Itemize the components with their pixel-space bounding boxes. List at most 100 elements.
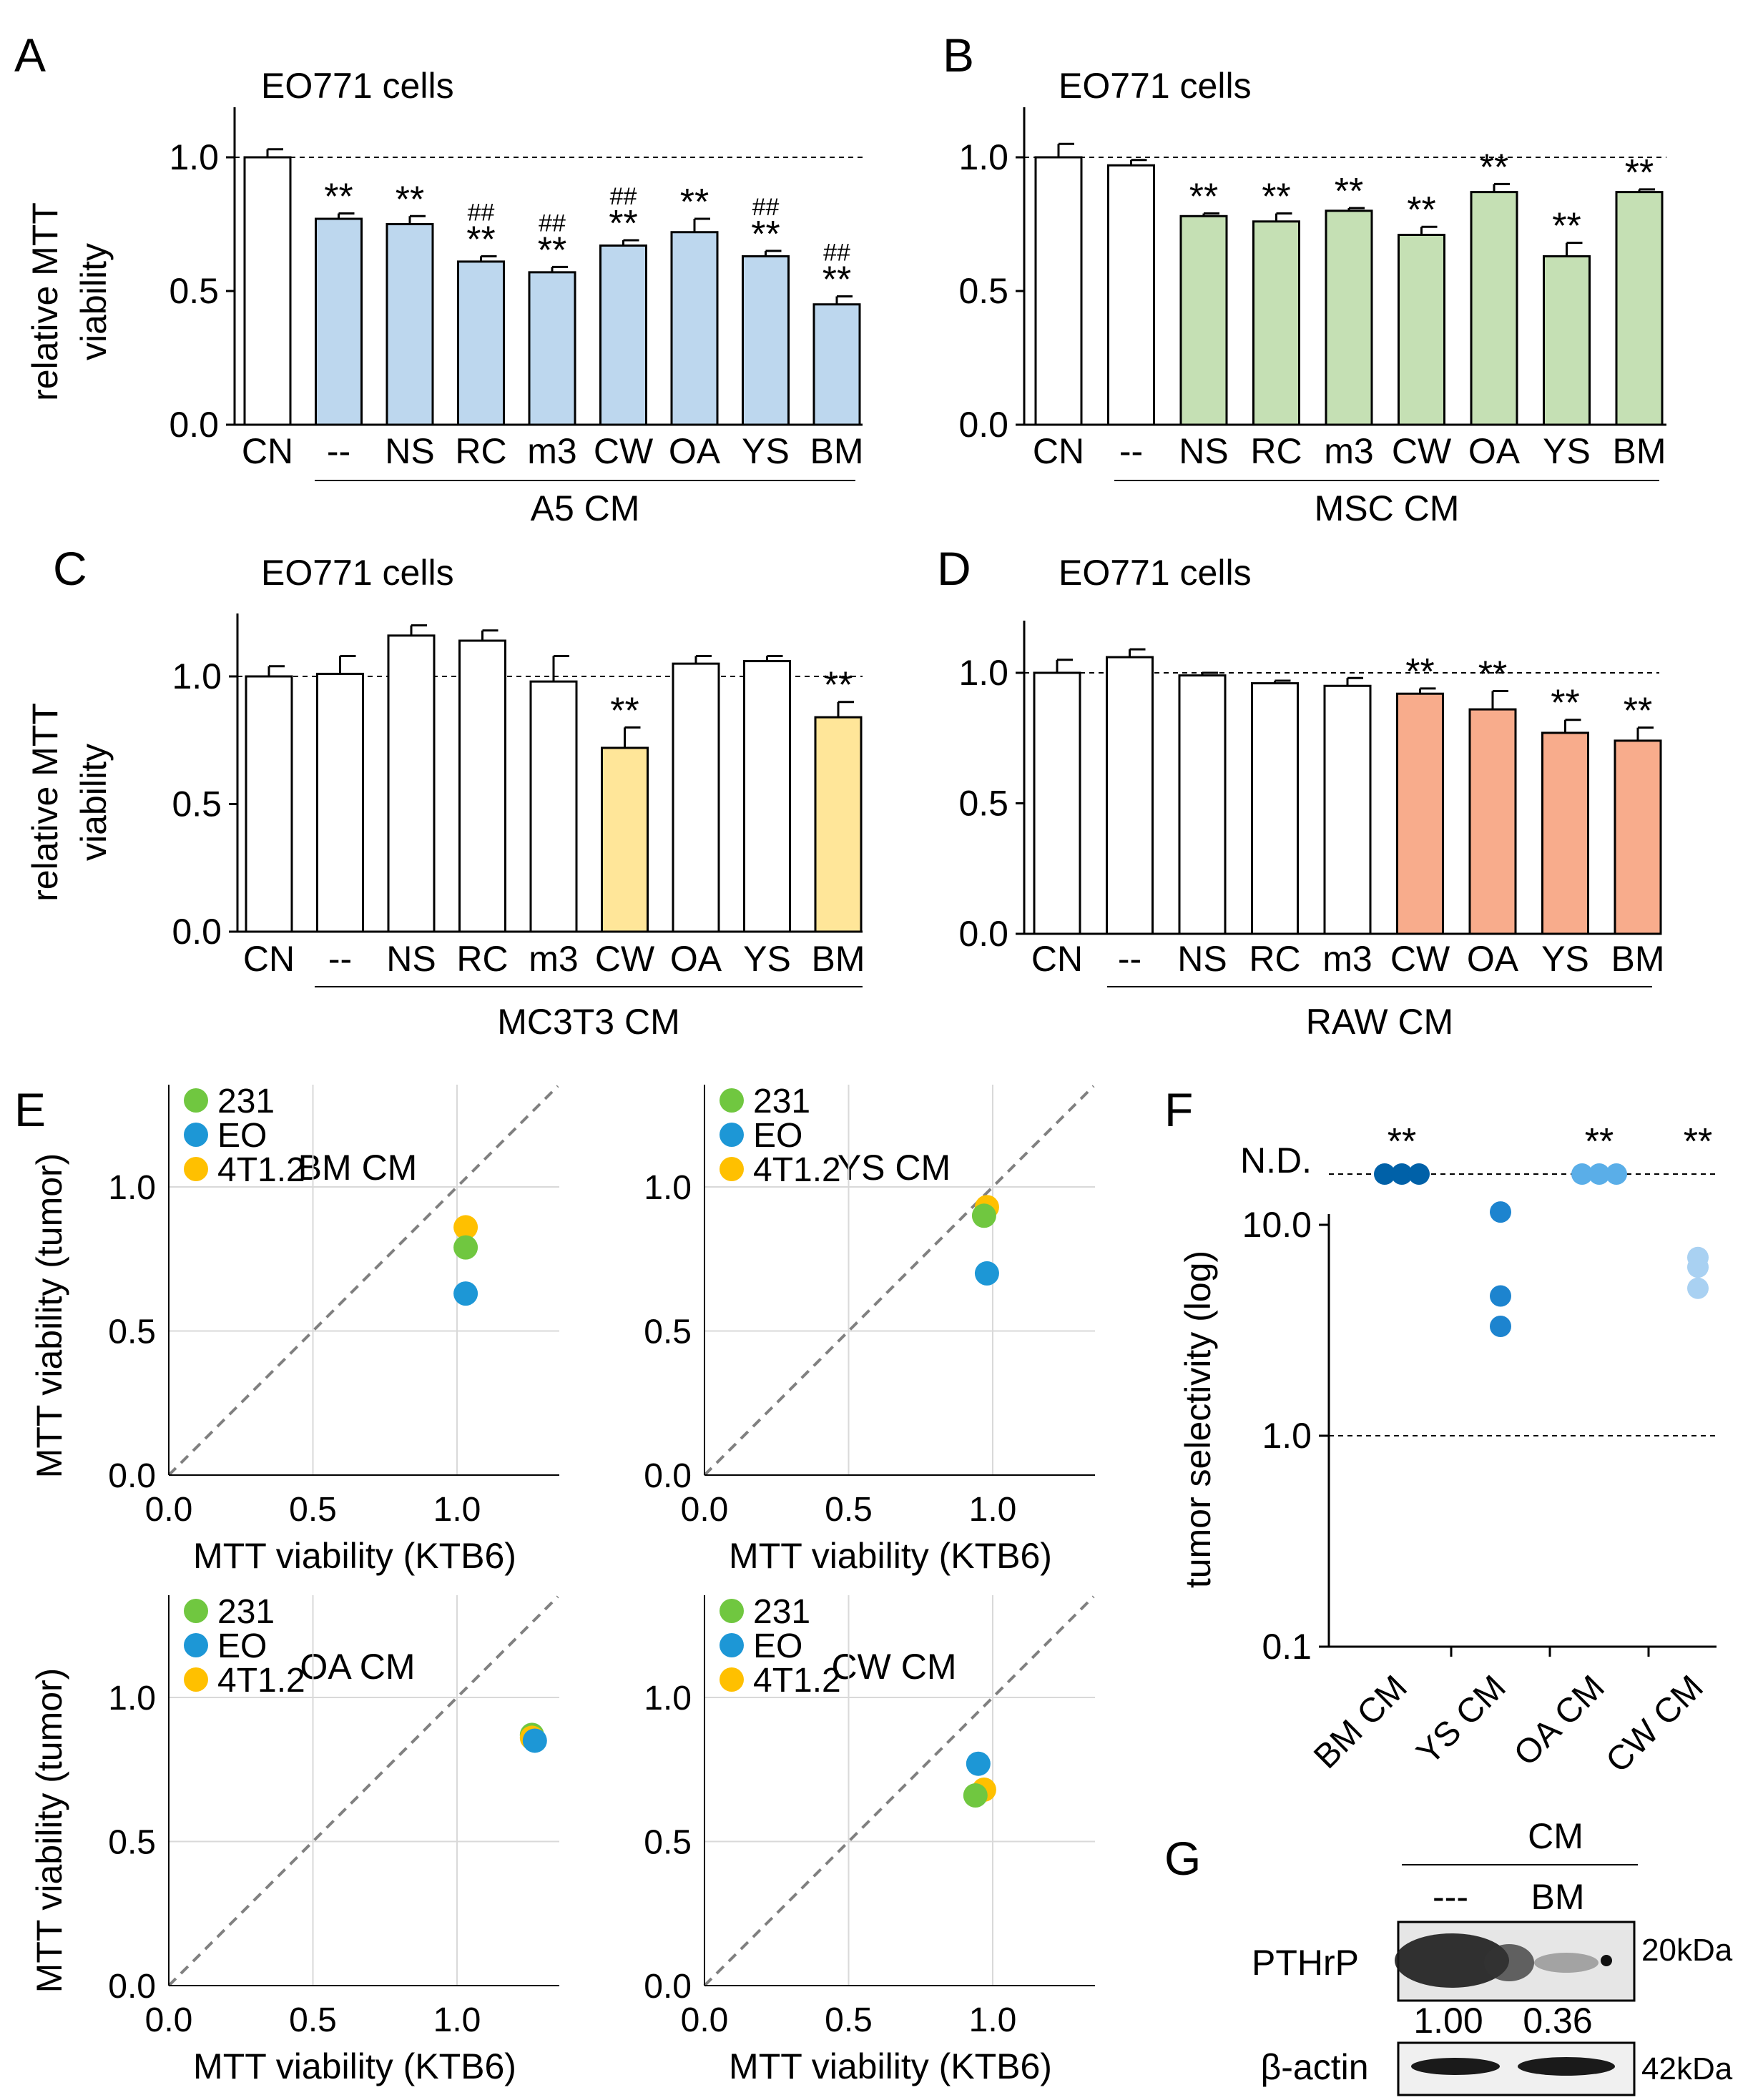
bar-YS — [1543, 255, 1591, 426]
band-pthrp-lane2 — [1534, 1953, 1599, 1973]
bar-CN — [245, 675, 293, 933]
western-blot-G: CM --- BM PTHrP 20kDa 1.00 0.36 β-actin 42kDa — [1252, 1816, 1733, 2096]
bar-CW — [601, 746, 649, 933]
significance-marker: ** — [680, 182, 709, 223]
y-tick-label: 1.0 — [108, 1680, 156, 1717]
x-tick-label: -- — [1119, 431, 1143, 471]
bar-NS — [1179, 215, 1228, 426]
legend-marker-4T1.2 — [184, 1157, 208, 1181]
x-tick-label: YS — [743, 939, 791, 979]
bar-BM — [1615, 191, 1664, 426]
bar-RC — [457, 260, 505, 426]
scatter-subplot-ys-cm: YS CM 0.0 0.5 1.0 0.0 0.5 1.0 MTT viability (KT… — [644, 1083, 1095, 1576]
bar-YS — [742, 255, 790, 426]
band-pthrp-lane1 — [1395, 1933, 1509, 1988]
significance-marker: ** — [1189, 177, 1218, 218]
quantification-value: 0.36 — [1523, 2001, 1592, 2041]
data-point-ys-cm — [1490, 1201, 1511, 1223]
y-tick-label: 1.0 — [172, 656, 222, 696]
scatter-subplot-cw-cm: CW CM 0.0 0.5 1.0 0.0 0.5 1.0 MTT viability (KT… — [644, 1593, 1095, 2086]
bar-m3 — [528, 271, 576, 426]
panel-letter-A: A — [14, 29, 46, 82]
y-tick-label: 1.0 — [958, 653, 1008, 693]
significance-marker-secondary: ## — [823, 239, 850, 266]
x-tick-label: NS — [385, 431, 434, 471]
subplot-title: YS CM — [838, 1148, 951, 1188]
x-tick-label: RC — [456, 939, 508, 979]
chart-title: EO771 cells — [1059, 66, 1252, 106]
x-tick-label: 0.0 — [145, 2001, 193, 2039]
data-point-231 — [453, 1235, 478, 1260]
x-tick-label: NS — [1179, 431, 1228, 471]
bar-RC — [1251, 682, 1299, 935]
chart-title: EO771 cells — [1059, 553, 1252, 593]
significance-marker: ** — [538, 230, 566, 271]
x-tick-label: 0.0 — [145, 1491, 193, 1529]
x-tick-label: YS — [742, 431, 790, 471]
chart-title: EO771 cells — [261, 66, 454, 106]
x-tick-label: -- — [327, 431, 350, 471]
x-tick-label: BM — [1613, 431, 1666, 471]
y-tick-label: 1.0 — [108, 1169, 156, 1207]
x-tick-label: RC — [1249, 939, 1300, 979]
y-tick-label: 1.0 — [644, 1680, 692, 1717]
data-point-cw-cm — [1687, 1256, 1709, 1278]
legend-marker-EO — [184, 1633, 208, 1657]
bar--- — [1107, 164, 1155, 426]
panel-letter-F: F — [1164, 1083, 1193, 1136]
panel-letter-D: D — [937, 542, 971, 595]
x-tick-label: 1.0 — [969, 2001, 1017, 2039]
group-label: A5 CM — [531, 488, 640, 528]
significance-marker: ** — [1262, 177, 1290, 218]
legend-marker-EO — [720, 1633, 744, 1657]
data-point-oa-cm — [1571, 1163, 1593, 1185]
panel-letter-E: E — [14, 1083, 46, 1136]
significance-marker: ** — [466, 219, 495, 260]
subplot-title: CW CM — [832, 1647, 957, 1687]
x-tick-label: OA — [670, 939, 722, 979]
x-tick-label: RC — [455, 431, 506, 471]
y-tick-label: 0.0 — [108, 1457, 156, 1495]
group-label: MC3T3 CM — [497, 1002, 680, 1042]
data-point-EO — [522, 1728, 547, 1753]
x-tick-label: CW — [595, 939, 655, 979]
data-point-oa-cm — [1606, 1163, 1627, 1185]
bar-NS — [387, 634, 436, 933]
y-tick-label: 1.0 — [1262, 1416, 1312, 1456]
blot-size-label: 20kDa — [1641, 1933, 1733, 1968]
significance-marker: ** — [824, 665, 853, 706]
legend-label: 231 — [753, 1593, 810, 1631]
y-tick-label: 1.0 — [169, 137, 219, 177]
significance-marker-secondary: ## — [752, 194, 780, 221]
significance-marker-secondary: ## — [468, 199, 495, 226]
x-tick-label: CN — [243, 939, 295, 979]
y-tick-label: 0.1 — [1262, 1627, 1312, 1667]
bar--- — [316, 672, 364, 933]
bar-m3 — [1323, 684, 1372, 935]
x-tick-label: 0.5 — [289, 1491, 337, 1529]
panel-letter-G: G — [1164, 1832, 1201, 1885]
scatter-subplot-bm-cm: BM CM 0.0 0.5 1.0 0.0 0.5 1.0 MTT viability (KT… — [108, 1083, 559, 1576]
x-tick-label: 0.5 — [825, 1491, 873, 1529]
band-actin-lane1 — [1411, 2058, 1500, 2075]
data-point-cw-cm — [1687, 1277, 1709, 1299]
bar-NS — [385, 223, 434, 426]
bar--- — [1106, 656, 1154, 935]
x-tick-label: 1.0 — [433, 2001, 481, 2039]
significance-marker: ** — [1624, 691, 1652, 732]
significance-marker: ** — [610, 690, 639, 731]
x-tick-label: CW — [1392, 431, 1452, 471]
y-axis-label: viability — [74, 243, 114, 360]
x-tick-label: 0.5 — [825, 2001, 873, 2039]
x-tick-label: OA — [1467, 939, 1519, 979]
bar-m3 — [1325, 209, 1373, 426]
legend-label: EO — [753, 1117, 802, 1155]
bar-chart-B: EO771 cells 0.0 0.5 1.0 CN -- NS ** RC ** m3 ** CW **… — [958, 66, 1666, 528]
data-point-231 — [971, 1203, 996, 1228]
x-axis-label: MTT viability (KTB6) — [729, 2046, 1052, 2086]
y-tick-label: 0.5 — [958, 784, 1008, 824]
x-axis-label: MTT viability (KTB6) — [193, 2046, 516, 2086]
bar-OA — [1468, 708, 1517, 935]
bar--- — [315, 217, 363, 426]
